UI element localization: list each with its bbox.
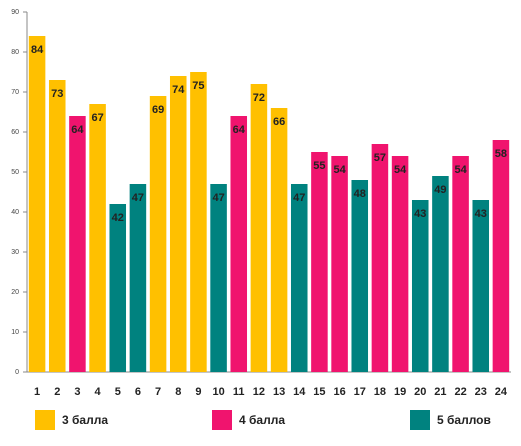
bar <box>48 80 66 372</box>
y-tick-label: 0 <box>15 369 19 376</box>
value-label: 48 <box>354 188 366 200</box>
value-label: 72 <box>253 92 265 104</box>
x-tick-label: 9 <box>195 386 201 398</box>
legend-swatch <box>212 410 232 430</box>
x-tick-label: 3 <box>74 386 80 398</box>
x-tick-label: 19 <box>394 386 406 398</box>
value-label: 43 <box>475 208 487 220</box>
bar <box>109 204 127 372</box>
x-tick-label: 11 <box>233 386 245 398</box>
x-tick-label: 1 <box>34 386 40 398</box>
bar <box>169 76 187 372</box>
bar <box>432 176 449 372</box>
x-tick-label: 15 <box>313 386 325 398</box>
bar <box>190 72 207 372</box>
y-tick-label: 30 <box>11 249 19 256</box>
y-tick-label: 90 <box>11 9 19 16</box>
bar <box>69 116 86 372</box>
bar <box>391 156 409 372</box>
bar <box>331 156 348 372</box>
bar <box>149 96 167 372</box>
bar <box>351 180 369 372</box>
x-tick-label: 21 <box>434 386 446 398</box>
bar <box>89 104 106 372</box>
value-label: 57 <box>374 152 386 164</box>
x-tick-label: 16 <box>333 386 345 398</box>
value-label: 66 <box>273 116 285 128</box>
legend-label: 3 балла <box>62 413 108 427</box>
x-tick-label: 20 <box>414 386 426 398</box>
value-label: 74 <box>172 84 185 96</box>
x-tick-label: 2 <box>54 386 60 398</box>
x-tick-label: 17 <box>354 386 366 398</box>
x-tick-label: 14 <box>293 386 306 398</box>
x-tick-label: 12 <box>253 386 265 398</box>
bar <box>230 116 248 372</box>
y-tick-label: 70 <box>11 89 19 96</box>
value-label: 73 <box>51 88 63 100</box>
bar <box>371 144 389 372</box>
x-tick-label: 7 <box>155 386 161 398</box>
value-label: 47 <box>212 192 224 204</box>
value-label: 64 <box>71 124 84 136</box>
value-label: 55 <box>313 160 325 172</box>
bar <box>492 140 510 372</box>
bar <box>270 108 288 372</box>
bar <box>311 152 328 372</box>
value-label: 84 <box>31 44 44 56</box>
x-tick-label: 13 <box>273 386 285 398</box>
x-tick-label: 10 <box>212 386 224 398</box>
y-tick-label: 50 <box>11 169 19 176</box>
legend-swatch <box>35 410 55 430</box>
bar <box>472 200 490 372</box>
y-tick-label: 20 <box>11 289 19 296</box>
value-label: 54 <box>333 164 346 176</box>
value-label: 58 <box>495 148 507 160</box>
y-tick-label: 40 <box>11 209 19 216</box>
x-tick-label: 23 <box>475 386 487 398</box>
y-tick-label: 10 <box>11 329 19 336</box>
value-label: 67 <box>91 112 103 124</box>
y-tick-label: 80 <box>11 49 19 56</box>
value-label: 49 <box>434 184 446 196</box>
bar <box>28 36 46 372</box>
x-tick-label: 18 <box>374 386 386 398</box>
y-tick-label: 60 <box>11 129 19 136</box>
value-label: 69 <box>152 104 164 116</box>
x-tick-label: 5 <box>115 386 121 398</box>
x-tick-label: 4 <box>95 386 102 398</box>
value-label: 54 <box>454 164 467 176</box>
x-tick-label: 24 <box>495 386 508 398</box>
value-label: 64 <box>233 124 246 136</box>
x-tick-label: 6 <box>135 386 141 398</box>
bar <box>210 184 227 372</box>
legend-label: 4 балла <box>239 413 285 427</box>
value-label: 42 <box>112 212 124 224</box>
bar <box>129 184 147 372</box>
value-label: 47 <box>132 192 144 204</box>
bar <box>290 184 308 372</box>
value-label: 47 <box>293 192 305 204</box>
value-label: 43 <box>414 208 426 220</box>
bar <box>452 156 469 372</box>
x-tick-label: 8 <box>175 386 181 398</box>
value-label: 54 <box>394 164 407 176</box>
bar <box>250 84 268 372</box>
legend-label: 5 баллов <box>437 413 491 427</box>
value-label: 75 <box>192 80 204 92</box>
legend-swatch <box>410 410 430 430</box>
x-tick-label: 22 <box>454 386 466 398</box>
bar <box>411 200 429 372</box>
